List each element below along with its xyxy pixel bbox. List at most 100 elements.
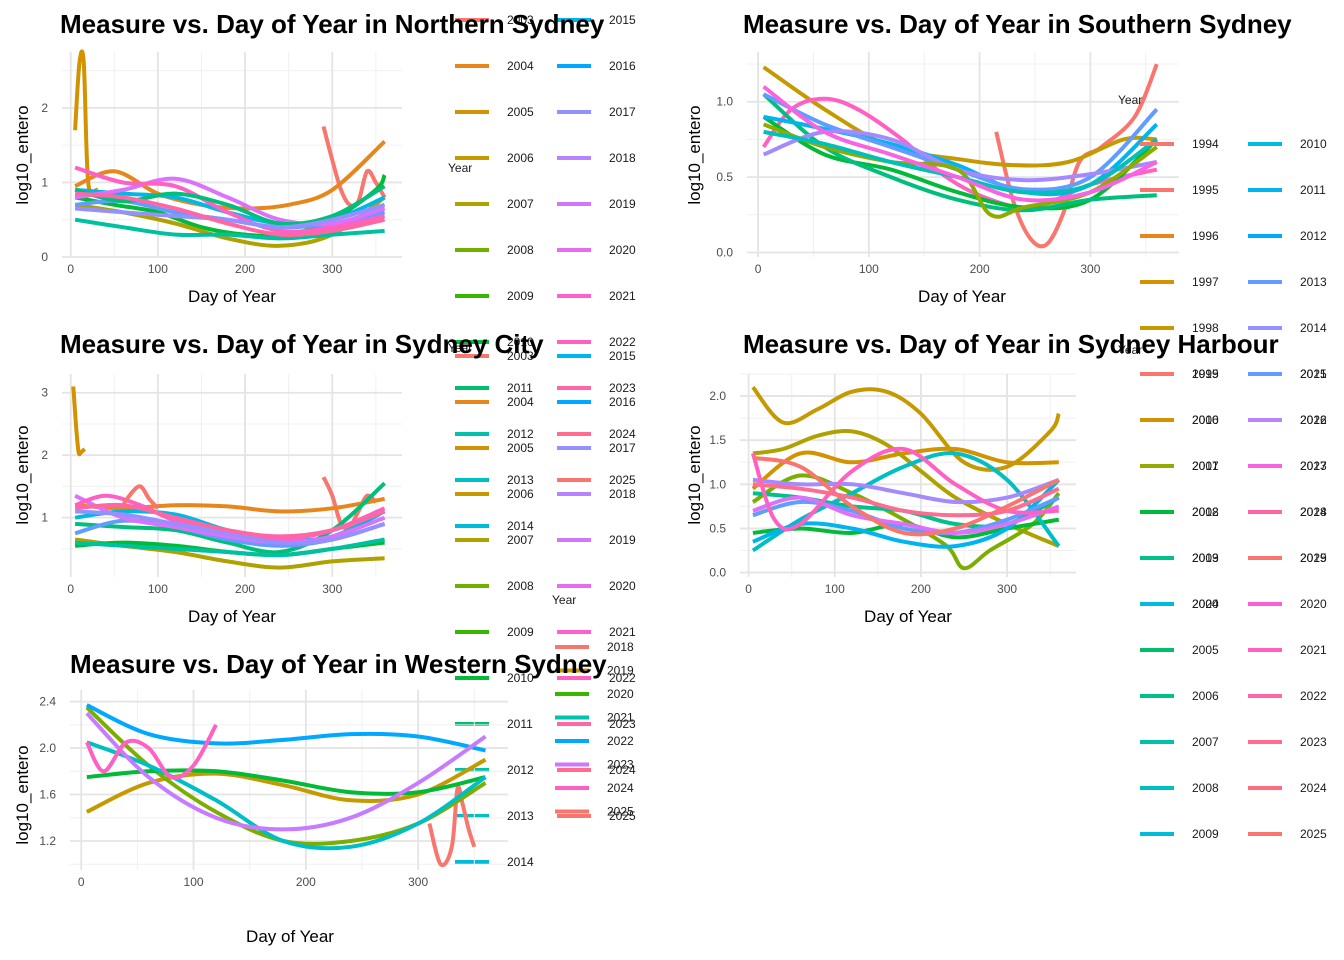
- legend-label: 2014: [1300, 321, 1327, 335]
- legend-label: 2011: [1300, 183, 1326, 197]
- legend-label: 2021: [609, 289, 636, 303]
- legend-label: 2020: [1300, 597, 1327, 611]
- legend-label: 2019: [1192, 551, 1219, 565]
- x-tick-label: 100: [859, 262, 879, 276]
- legend-label: 2022: [1300, 413, 1327, 427]
- y-tick-label: 0: [41, 250, 48, 264]
- series-line-5: [85, 703, 486, 753]
- legend-label: 2003: [507, 13, 534, 27]
- legend-label: 2007: [507, 533, 534, 547]
- series-line-1: [85, 757, 487, 814]
- legend-label: 2017: [1192, 459, 1219, 473]
- x-axis-title: Day of Year: [188, 607, 276, 626]
- y-tick-label: 3: [41, 386, 48, 400]
- legend-label: 1994: [1192, 137, 1219, 151]
- legend-label: 2005: [507, 105, 534, 119]
- legend-label: 2024: [609, 763, 636, 777]
- series-line-2: [74, 140, 386, 211]
- legend-label: 2022: [609, 671, 636, 685]
- series-line-11: [74, 537, 385, 558]
- legend-label: 2006: [507, 487, 534, 501]
- legend-label: 2025: [1300, 827, 1327, 841]
- y-tick-label: 0.0: [716, 245, 733, 259]
- legend-label: 2002: [1192, 505, 1219, 519]
- y-tick-label: 1: [41, 175, 48, 189]
- legend-label: 2025: [607, 805, 634, 819]
- legend-label: 2011: [507, 717, 533, 731]
- y-axis-title: log10_entero: [13, 425, 32, 524]
- legend-label: 2000: [1192, 413, 1219, 427]
- x-tick-label: 0: [67, 582, 74, 596]
- chart-title: Measure vs. Day of Year in Northern Sydn…: [60, 9, 605, 39]
- x-tick-label: 200: [296, 875, 316, 889]
- panel-northern: 0 100 200 300 0 1 2 Day of Year log10_entero Year…: [13, 9, 636, 533]
- x-tick-label: 0: [745, 582, 752, 596]
- legend-label: 2010: [507, 671, 534, 685]
- chart-title: Measure vs. Day of Year in Southern Sydn…: [743, 9, 1292, 39]
- legend-label: 2009: [507, 625, 534, 639]
- legend-label: 2003: [507, 349, 534, 363]
- series-line-9: [74, 165, 386, 234]
- legend-label: 2012: [507, 763, 534, 777]
- y-tick-label: 1.2: [39, 834, 56, 848]
- legend-label: 2021: [609, 625, 636, 639]
- legend-label: 2019: [1300, 551, 1327, 565]
- legend-label: 2015: [609, 349, 636, 363]
- series-line-0: [427, 785, 477, 868]
- x-tick-label: 300: [997, 582, 1017, 596]
- legend-label: 2011: [507, 381, 533, 395]
- legend-label: 2006: [507, 151, 534, 165]
- legend-label: 2020: [609, 579, 636, 593]
- legend-label: 2023: [1300, 459, 1327, 473]
- series-line-1: [321, 476, 378, 531]
- series-line-4: [86, 740, 487, 851]
- chart-title: Measure vs. Day of Year in Western Sydne…: [70, 649, 607, 679]
- legend-harbour: Year 2015 2016 2017 2018 2019 2020 2021 2022 2023…: [1118, 343, 1327, 611]
- series-line-6: [751, 451, 1061, 553]
- legend-label: 2020: [609, 243, 636, 257]
- legend-label: 2024: [1300, 505, 1327, 519]
- series-line-11: [74, 202, 386, 230]
- legend-label: 2013: [1300, 275, 1327, 289]
- series-line-13: [74, 502, 386, 539]
- y-tick-label: 0.0: [709, 566, 726, 580]
- y-axis-title: log10_entero: [685, 105, 704, 204]
- legend-label: 2014: [507, 519, 534, 533]
- series-line-2: [752, 429, 1060, 548]
- legend-label: 2016: [609, 395, 636, 409]
- legend-label: 1996: [1192, 229, 1219, 243]
- legend-label: 2015: [1300, 367, 1327, 381]
- legend-label: 2023: [1300, 735, 1327, 749]
- legend-label: 2025: [609, 809, 636, 823]
- legend-label: 2024: [607, 781, 634, 795]
- x-tick-label: 300: [322, 582, 342, 596]
- legend-label: 2005: [1192, 643, 1219, 657]
- legend-label: 2024: [609, 427, 636, 441]
- y-tick-label: 2: [41, 448, 48, 462]
- legend-label: 2023: [607, 758, 634, 772]
- y-tick-label: 2.4: [39, 695, 56, 709]
- legend-label: 2005: [507, 441, 534, 455]
- y-axis-title: log10_entero: [13, 745, 32, 844]
- y-tick-label: 0.5: [709, 521, 726, 535]
- series-line-5: [74, 217, 385, 241]
- panel-city: 0 100 200 300 1 2 3 Day of Year log10_entero Year…: [13, 329, 636, 869]
- x-tick-label: 300: [408, 875, 428, 889]
- y-tick-label: 1.0: [716, 95, 733, 109]
- x-axis-title: Day of Year: [918, 287, 1006, 306]
- legend-label: 2018: [609, 487, 636, 501]
- legend-label: 2003: [1192, 551, 1219, 565]
- x-tick-label: 0: [755, 262, 762, 276]
- legend-label: 1995: [1192, 183, 1219, 197]
- legend-label: 2025: [1300, 551, 1327, 565]
- x-tick-label: 100: [148, 262, 168, 276]
- legend-label: 2022: [1300, 689, 1327, 703]
- legend-label: 2022: [609, 335, 636, 349]
- x-axis-title: Day of Year: [188, 287, 276, 306]
- legend-label: 2008: [507, 243, 534, 257]
- series-line-10: [74, 184, 386, 226]
- panel-western: 0 100 200 300 1.2 1.6 2.0 2.4 Day of Year log10_e…: [13, 593, 634, 946]
- legend-label: 2010: [1300, 137, 1327, 151]
- legend-label: 2013: [507, 809, 534, 823]
- series-line-2: [74, 496, 385, 514]
